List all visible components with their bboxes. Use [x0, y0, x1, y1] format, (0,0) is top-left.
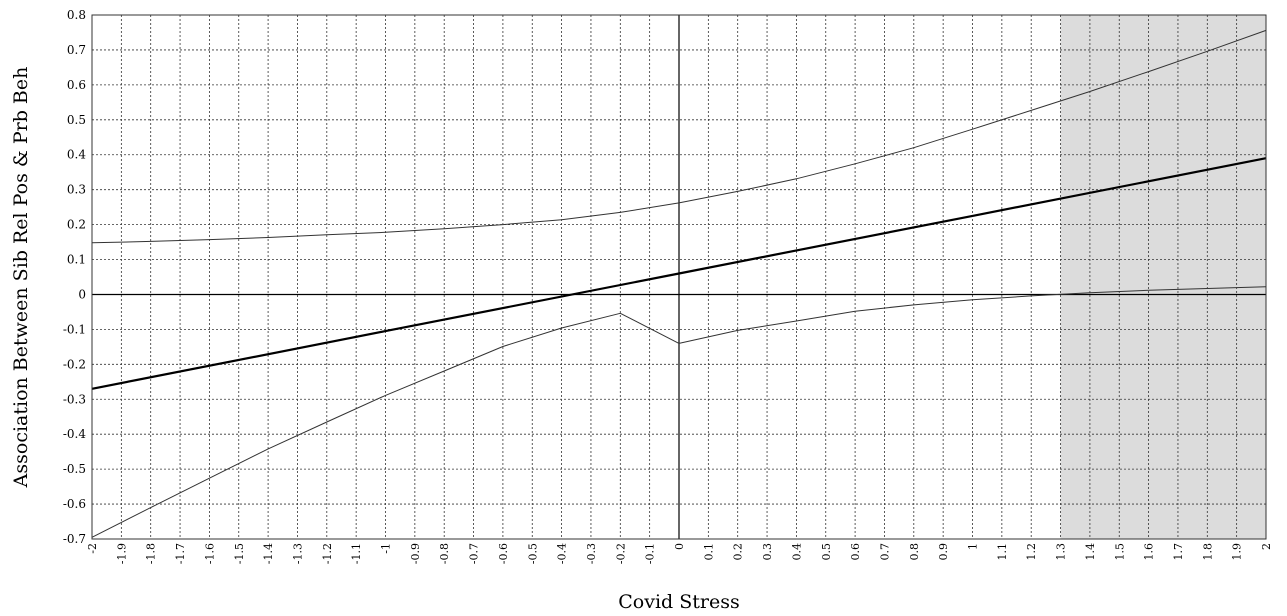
x-tick-label: 0.5	[820, 543, 833, 561]
x-tick-label: 1.9	[1231, 543, 1244, 561]
x-axis-title: Covid Stress	[618, 591, 739, 613]
y-tick-label: 0.2	[67, 218, 86, 232]
x-tick-label: -0.3	[585, 543, 598, 564]
x-tick-label: 1.7	[1172, 543, 1185, 561]
x-tick-label: 2	[1260, 543, 1273, 550]
series-lines	[91, 29, 1267, 538]
series-line-lower	[91, 286, 1267, 538]
x-tick-label: -0.2	[614, 543, 627, 564]
y-tick-label: 0.7	[67, 43, 86, 57]
y-tick-label: 0.8	[67, 8, 86, 22]
y-tick-labels: 0.8 0.7 0.6 0.5 0.4 0.3 0.2 0.1 0 -0.1 -0.2 -0.3 -0.…	[63, 8, 87, 546]
x-tick-label: -1.8	[145, 543, 158, 564]
series-line-upper	[91, 29, 1267, 244]
x-tick-label: 0.9	[937, 543, 950, 561]
x-tick-label: -1.4	[262, 543, 275, 564]
y-tick-label: 0.1	[67, 253, 86, 267]
axes	[92, 15, 1266, 539]
x-tick-label: -1.3	[291, 543, 304, 564]
x-tick-label: 0.7	[878, 543, 891, 561]
x-tick-label: -1.7	[174, 543, 187, 564]
x-tick-label: -0.1	[644, 543, 657, 564]
x-tick-label: 1.6	[1143, 543, 1156, 561]
x-tick-label: 1.4	[1084, 543, 1097, 561]
x-tick-label: 0.1	[702, 543, 715, 561]
plot-frame	[91, 14, 1267, 540]
y-tick-label: -0.5	[63, 462, 86, 476]
y-tick-label: -0.1	[63, 322, 86, 336]
x-tick-label: 0.4	[790, 543, 803, 561]
y-tick-label: -0.4	[63, 427, 87, 441]
y-tick-label: -0.2	[63, 357, 86, 371]
x-tick-label: 0.2	[732, 543, 745, 561]
x-tick-label: -2	[86, 543, 99, 554]
x-tick-labels: -2 -1.9 -1.8 -1.7 -1.6 -1.5 -1.4 -1.3 -1.2 -1.1 -1…	[86, 543, 1273, 564]
y-tick-label: 0.3	[67, 183, 86, 197]
x-tick-label: 0.6	[849, 543, 862, 561]
series-line-estimate	[91, 157, 1267, 390]
x-tick-label: 1	[967, 543, 980, 550]
y-tick-label: -0.3	[63, 392, 86, 406]
x-tick-label: -1	[380, 543, 393, 554]
y-axis-title: Association Between Sib Rel Pos & Prb Be…	[10, 67, 32, 489]
x-tick-label: 0.8	[908, 543, 921, 561]
x-tick-label: 0.3	[761, 543, 774, 561]
x-tick-label: -1.2	[321, 543, 334, 564]
y-tick-label: 0.6	[67, 78, 86, 92]
x-tick-label: -0.8	[438, 543, 451, 564]
x-tick-label: -0.7	[468, 543, 481, 564]
x-tick-label: 1.1	[996, 543, 1009, 561]
x-tick-label: 1.8	[1201, 543, 1214, 561]
x-tick-label: 0	[673, 543, 686, 550]
x-tick-label: -0.4	[556, 543, 569, 564]
x-tick-label: 1.5	[1113, 543, 1126, 561]
x-tick-label: -1.1	[350, 543, 363, 564]
x-tick-label: 1.2	[1025, 543, 1038, 561]
shaded-region	[1060, 15, 1266, 539]
y-tick-label: -0.7	[63, 532, 86, 546]
x-tick-label: -1.6	[203, 543, 216, 564]
x-tick-label: -0.5	[526, 543, 539, 564]
y-tick-label: 0.4	[67, 148, 86, 162]
x-tick-label: -0.9	[409, 543, 422, 564]
y-tick-label: 0	[78, 287, 86, 301]
x-tick-label: -0.6	[497, 543, 510, 564]
y-tick-label: 0.5	[67, 113, 86, 127]
y-tick-label: -0.6	[63, 497, 86, 511]
x-tick-label: -1.5	[233, 543, 246, 564]
x-tick-label: 1.3	[1055, 543, 1068, 561]
x-tick-label: -1.9	[115, 543, 128, 564]
